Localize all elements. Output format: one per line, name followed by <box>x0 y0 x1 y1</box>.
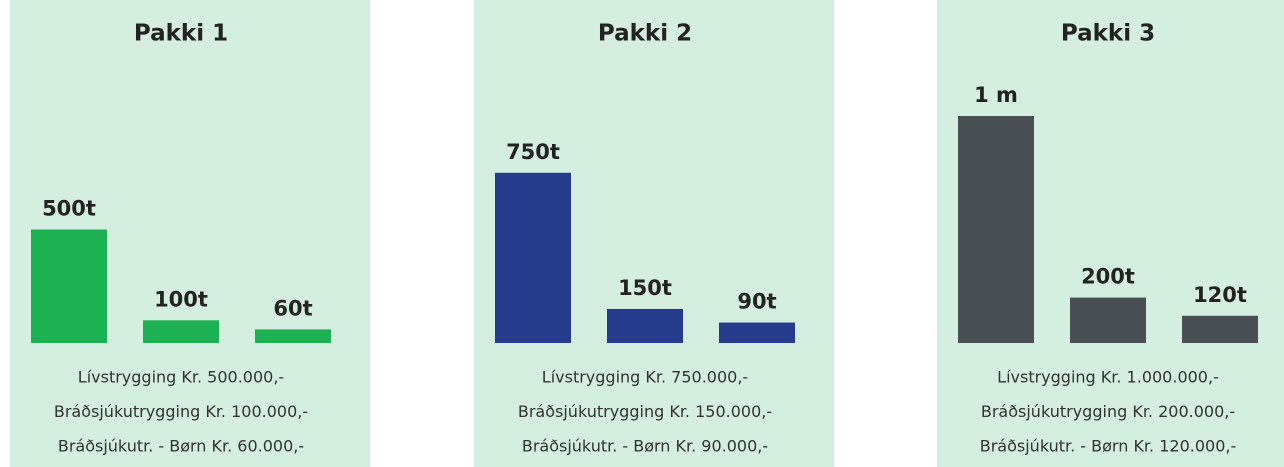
panel-title: Pakki 2 <box>598 21 692 47</box>
description: Bráðsjúkutrygging Kr. 100.000,- <box>54 402 308 421</box>
panel-title: Pakki 1 <box>134 21 228 47</box>
value-label: 750t <box>506 140 560 164</box>
bar <box>1070 297 1146 343</box>
value-label: 60t <box>273 296 312 320</box>
value-label: 100t <box>154 287 208 311</box>
bar <box>31 229 107 343</box>
bar <box>1182 315 1258 343</box>
description: Bráðsjúkutrygging Kr. 150.000,- <box>518 402 772 421</box>
bar <box>719 322 795 343</box>
description: Lívstrygging Kr. 1.000.000,- <box>997 368 1219 387</box>
description: Lívstrygging Kr. 500.000,- <box>78 368 284 387</box>
bar <box>143 320 219 343</box>
description: Lívstrygging Kr. 750.000,- <box>542 368 748 387</box>
description: Bráðsjúkutr. - Børn Kr. 60.000,- <box>58 437 304 456</box>
value-label: 90t <box>737 290 776 314</box>
bar <box>607 308 683 343</box>
bar <box>255 329 331 343</box>
bar <box>958 116 1034 343</box>
description: Bráðsjúkutr. - Børn Kr. 120.000,- <box>980 437 1236 456</box>
bar <box>495 172 571 343</box>
value-label: 200t <box>1081 265 1135 289</box>
panel-title: Pakki 3 <box>1061 21 1155 47</box>
value-label: 150t <box>618 276 672 300</box>
description: Bráðsjúkutr. - Børn Kr. 90.000,- <box>522 437 768 456</box>
value-label: 500t <box>42 197 96 221</box>
description: Bráðsjúkutrygging Kr. 200.000,- <box>981 402 1235 421</box>
value-label: 1 m <box>974 83 1018 107</box>
value-label: 120t <box>1193 283 1247 307</box>
